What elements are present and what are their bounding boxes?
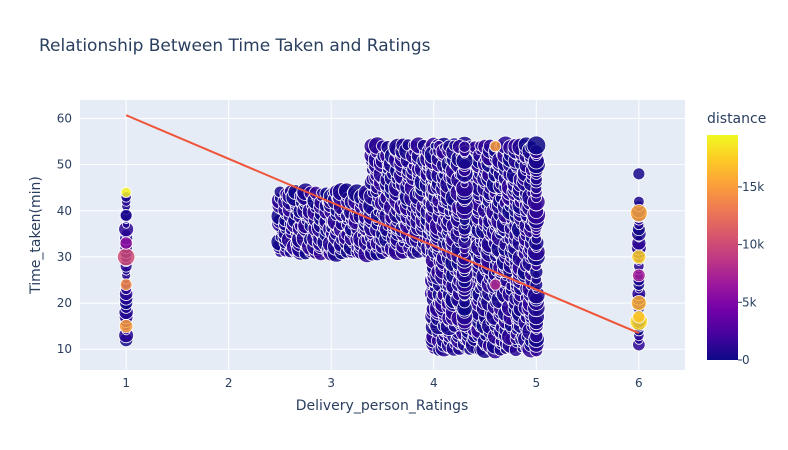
data-point: [120, 186, 132, 198]
data-point: [119, 236, 133, 250]
x-tick-label: 5: [532, 376, 540, 390]
y-tick-label: 40: [57, 204, 72, 218]
x-tick-label: 4: [430, 376, 438, 390]
data-point: [526, 135, 547, 156]
data-point: [632, 268, 646, 283]
colorbar-tick-label: 0: [742, 353, 750, 367]
y-tick-label: 10: [57, 342, 72, 356]
y-tick-label: 20: [57, 296, 72, 310]
data-point: [632, 167, 646, 181]
data-point: [119, 278, 133, 291]
data-point: [117, 247, 136, 267]
data-point: [631, 249, 647, 265]
data-point: [458, 140, 471, 153]
y-axis-ticks: 10 20 30 40 50 60: [57, 111, 72, 356]
x-axis-ticks: 1 2 3 4 5 6: [122, 376, 642, 390]
data-point: [629, 204, 648, 223]
y-axis-title: Time_taken(min): [28, 176, 44, 295]
colorbar-tick-label: 5k: [742, 295, 757, 309]
y-tick-label: 30: [57, 250, 72, 264]
colorbar-ticks: 0 5k 10k 15k: [738, 180, 764, 367]
colorbar-gradient: [707, 135, 738, 360]
colorbar-title: distance: [707, 111, 766, 127]
data-point: [489, 278, 502, 291]
colorbar-tick-label: 10k: [742, 238, 764, 252]
colorbar-tick-label: 15k: [742, 180, 764, 194]
y-tick-label: 50: [57, 158, 72, 172]
data-point: [630, 295, 647, 312]
x-tick-label: 2: [225, 376, 233, 390]
trendline-layer: [125, 114, 640, 334]
x-tick-label: 6: [635, 376, 643, 390]
data-point: [632, 310, 646, 324]
x-axis-title: Delivery_person_Ratings: [296, 398, 469, 414]
data-point: [489, 140, 502, 153]
trendline: [125, 114, 640, 334]
data-point: [119, 209, 133, 222]
x-tick-label: 3: [327, 376, 335, 390]
x-tick-label: 1: [122, 376, 130, 390]
data-points: [117, 135, 648, 360]
chart-title: Relationship Between Time Taken and Rati…: [39, 36, 431, 56]
data-point: [119, 319, 134, 334]
y-tick-label: 60: [57, 111, 72, 125]
colorbar: distance 0 5k 10k 15k: [707, 111, 766, 367]
